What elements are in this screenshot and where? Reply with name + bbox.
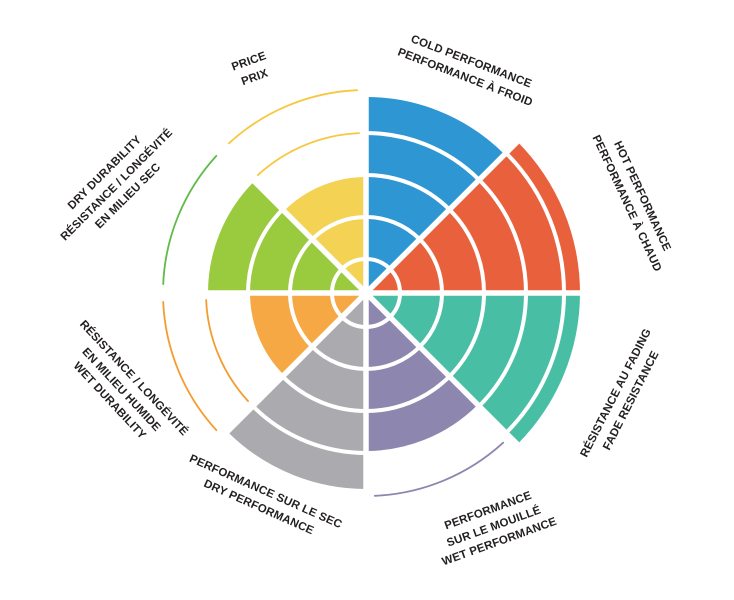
unfilled-ring-arc-dry-durability-r203 [162,154,218,286]
unfilled-ring-arc-wet-durability-r160 [205,299,249,402]
unfilled-ring-arc-wet-durability-r203 [162,300,218,432]
sector-fill-cold-performance [366,95,507,293]
sector-fill-wet-durability [247,293,366,377]
unfilled-ring-arc-price-r203 [227,89,359,145]
sector-fill-dry-durability [205,179,366,293]
sector-fill-price [282,175,366,293]
sector-divider-225deg [207,291,368,452]
unfilled-ring-arc-wet-performance-r203 [373,441,505,497]
sector-divider-45deg [364,134,525,295]
sector-divider-135deg [364,291,525,452]
sector-divider-315deg [207,134,368,295]
unfilled-ring-arc-price-r160 [257,132,360,176]
sector-fill-wet-performance [366,293,480,453]
sector-fill-dry-performance [225,293,366,491]
